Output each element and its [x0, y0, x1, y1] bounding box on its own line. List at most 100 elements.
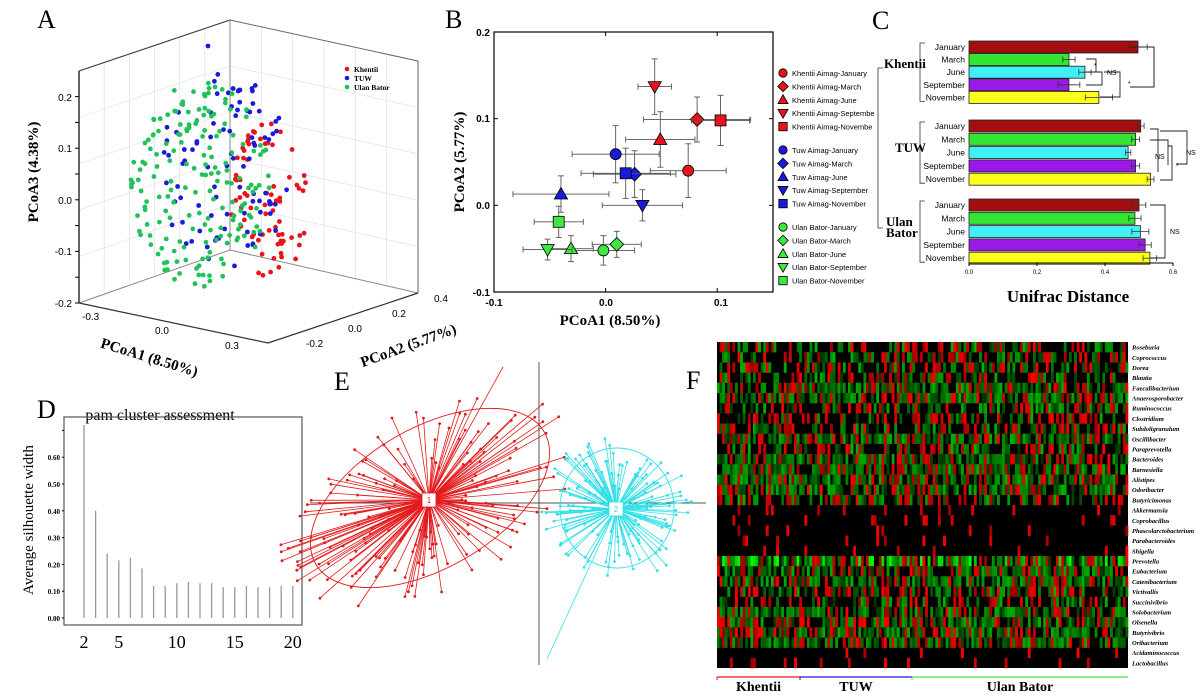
heatmap-cell	[948, 464, 952, 475]
heatmap-cell	[1038, 617, 1041, 628]
heatmap-cell	[1112, 423, 1116, 434]
point-ulan_bator	[179, 101, 185, 107]
heatmap-cell	[899, 454, 903, 465]
heatmap-cell	[1007, 484, 1011, 496]
heatmap-cell	[940, 464, 944, 475]
heatmap-cell	[917, 392, 921, 404]
heatmap-cell	[840, 494, 844, 506]
heatmap-cell	[865, 637, 869, 648]
heatmap-cell	[883, 423, 887, 434]
heatmap-cell	[1043, 433, 1047, 445]
d-bars: 0.000.100.200.300.400.500.602 5 10 15 20	[48, 425, 302, 652]
heatmap-cell	[912, 566, 916, 577]
heatmap-cell	[760, 433, 764, 445]
heatmap-cell	[1004, 464, 1008, 475]
legend-marker	[777, 247, 789, 258]
heatmap-cell	[961, 647, 964, 659]
heatmap-cell	[986, 494, 990, 506]
heatmap-cell	[1120, 423, 1124, 434]
heatmap-cell	[958, 433, 962, 445]
cluster-2-ellipse	[559, 447, 675, 569]
heatmap-cell	[742, 474, 746, 485]
point-tuw	[274, 128, 279, 134]
cluster-1-point	[345, 478, 349, 482]
heatmap-cell	[1058, 637, 1062, 648]
cluster-1-line	[428, 499, 442, 593]
heatmap-cell	[943, 535, 946, 546]
heatmap-cell	[1030, 423, 1034, 434]
heatmap-cell	[873, 464, 877, 475]
heatmap-cell	[945, 494, 949, 506]
heatmap-cell	[1012, 586, 1016, 597]
heatmap-cell	[717, 627, 720, 638]
point-tuw	[211, 121, 216, 126]
legend-label: Khentii	[354, 65, 378, 74]
heatmap-cell	[909, 362, 913, 373]
heatmap-cell	[894, 403, 898, 414]
heatmap-cell	[935, 586, 939, 597]
heatmap-cell	[1068, 576, 1072, 587]
heatmap-cell	[991, 576, 995, 587]
heatmap-cell	[796, 637, 800, 648]
heatmap-cell	[873, 576, 877, 587]
heatmap-cell	[889, 342, 892, 353]
heatmap-cell	[896, 464, 900, 475]
cluster-1-point	[306, 503, 309, 506]
heatmap-cell	[1040, 392, 1044, 404]
heatmap-cell	[845, 443, 849, 455]
heatmap-cell	[932, 443, 936, 455]
heatmap-cell	[953, 392, 957, 404]
heatmap-cell	[932, 576, 936, 587]
heatmap-cell	[994, 596, 998, 608]
heatmap-cell	[1068, 596, 1072, 608]
point-ulan_bator	[200, 256, 206, 262]
heatmap-cell	[791, 423, 795, 434]
heatmap-cell	[734, 566, 738, 577]
point-ulan_bator	[201, 112, 207, 118]
heatmap-cell	[758, 627, 761, 638]
heatmap-cell	[1048, 454, 1052, 465]
heatmap-cell	[1061, 443, 1065, 455]
heatmap-cell	[1068, 637, 1072, 648]
heatmap-cell	[904, 382, 908, 394]
heatmap-cell	[755, 555, 759, 567]
heatmap-cell	[1102, 423, 1106, 434]
point-tuw	[272, 201, 278, 207]
heatmap-cell	[788, 454, 792, 465]
heatmap-cell	[855, 586, 859, 597]
heatmap-cell	[981, 586, 985, 597]
heatmap-cell	[1076, 403, 1080, 414]
heatmap-cell	[1068, 474, 1072, 485]
heatmap-cell	[1110, 423, 1113, 434]
heatmap-cell	[788, 352, 792, 363]
heatmap-cell	[1117, 494, 1121, 506]
heatmap-cell	[909, 555, 913, 567]
heatmap-cell	[858, 494, 862, 506]
heatmap-cell	[835, 454, 839, 465]
heatmap-cell	[953, 362, 957, 373]
heatmap-cell	[1068, 617, 1072, 628]
heatmap-cell	[1035, 382, 1039, 394]
heatmap-cell	[945, 596, 949, 608]
heatmap-cell	[848, 494, 851, 506]
heatmap-cell	[750, 555, 754, 567]
heatmap-cell	[796, 362, 800, 373]
heatmap-cell	[1020, 617, 1023, 628]
heatmap-cell	[1056, 392, 1059, 404]
heatmap-cell	[835, 494, 839, 506]
heatmap-cell	[889, 555, 892, 567]
heatmap-cell	[948, 576, 952, 587]
heatmap-cell	[740, 637, 743, 648]
heatmap-cell	[853, 392, 857, 404]
cluster-2-point	[674, 509, 678, 512]
cluster-1-point	[432, 554, 436, 558]
heatmap-cell	[1009, 382, 1013, 394]
cluster-1-line	[428, 423, 440, 501]
heatmap-cell	[817, 352, 821, 363]
heatmap-cell	[1071, 423, 1075, 434]
heatmap-cell	[999, 352, 1003, 363]
heatmap-cell	[909, 382, 913, 394]
heatmap-cell	[765, 342, 769, 353]
heatmap-cell	[1110, 372, 1113, 383]
heatmap-cell	[1084, 433, 1088, 445]
